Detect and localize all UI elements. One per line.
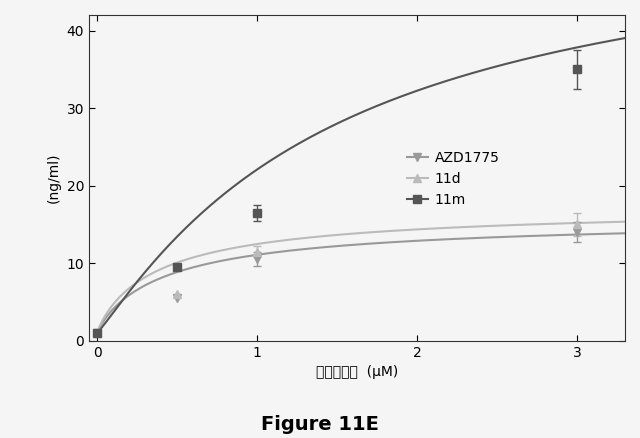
Text: Figure 11E: Figure 11E [261,415,379,434]
Legend: AZD1775, 11d, 11m: AZD1775, 11d, 11m [401,146,505,213]
X-axis label: 阻害剤濃度  (μM): 阻害剤濃度 (μM) [316,365,398,379]
Y-axis label: (ng/ml): (ng/ml) [47,152,61,203]
